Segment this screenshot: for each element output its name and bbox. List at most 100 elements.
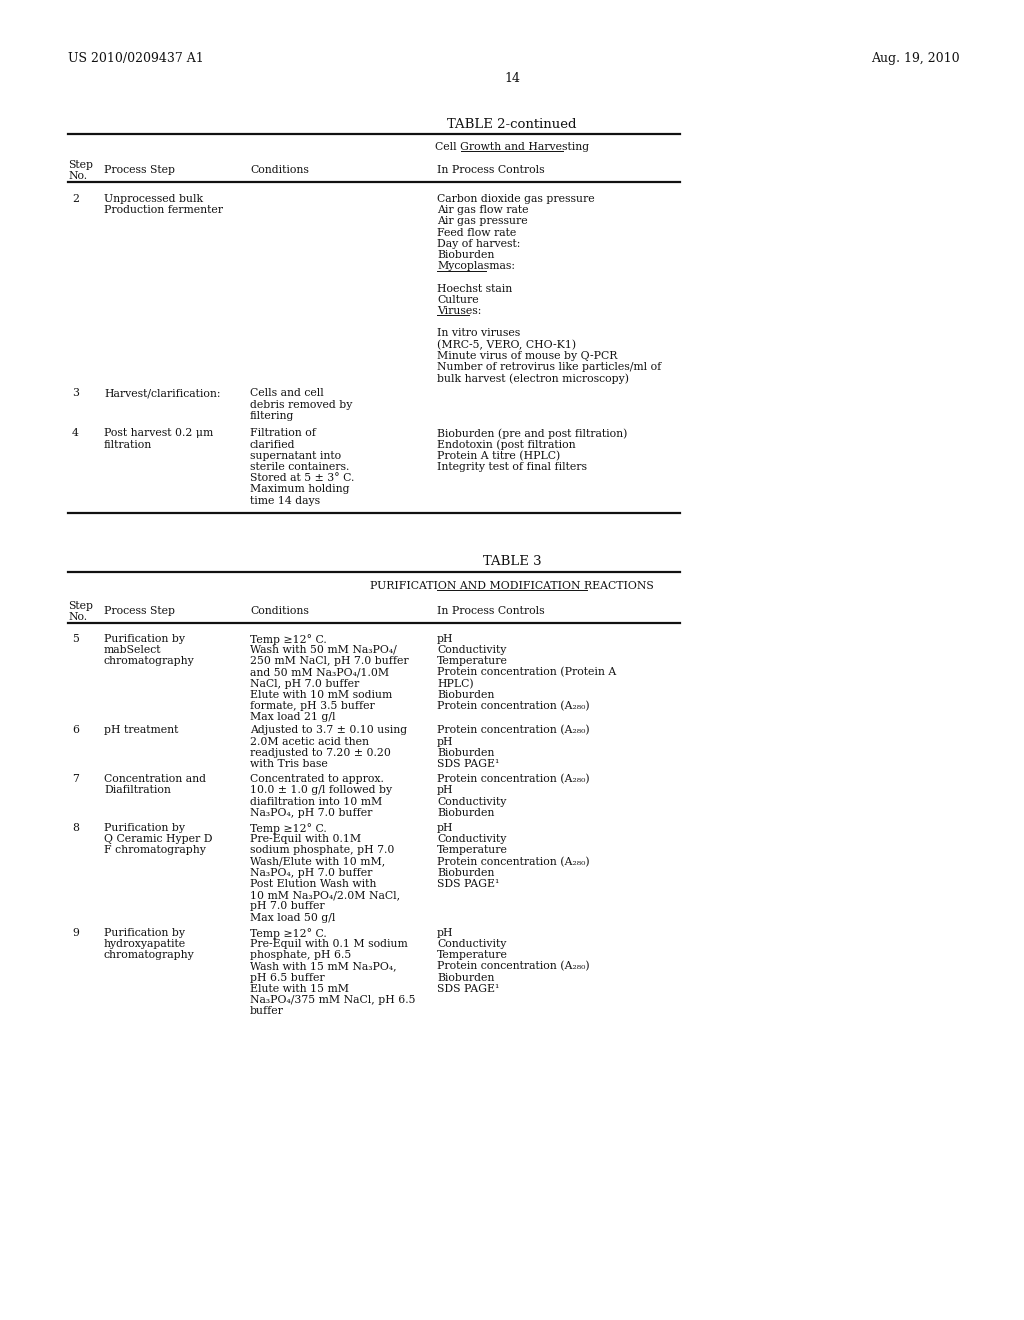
Text: 6: 6 <box>72 726 79 735</box>
Text: pH: pH <box>437 822 454 833</box>
Text: 3: 3 <box>72 388 79 399</box>
Text: Aug. 19, 2010: Aug. 19, 2010 <box>871 51 961 65</box>
Text: HPLC): HPLC) <box>437 678 474 689</box>
Text: Conductivity: Conductivity <box>437 796 507 807</box>
Text: formate, pH 3.5 buffer: formate, pH 3.5 buffer <box>250 701 375 711</box>
Text: In Process Controls: In Process Controls <box>437 606 545 616</box>
Text: Adjusted to 3.7 ± 0.10 using: Adjusted to 3.7 ± 0.10 using <box>250 726 408 735</box>
Text: No.: No. <box>68 611 87 622</box>
Text: Protein concentration (A₂₈₀): Protein concentration (A₂₈₀) <box>437 857 590 867</box>
Text: pH 7.0 buffer: pH 7.0 buffer <box>250 902 325 911</box>
Text: SDS PAGE¹: SDS PAGE¹ <box>437 879 500 888</box>
Text: 10 mM Na₃PO₄/2.0M NaCl,: 10 mM Na₃PO₄/2.0M NaCl, <box>250 890 400 900</box>
Text: time 14 days: time 14 days <box>250 495 321 506</box>
Text: pH: pH <box>437 785 454 796</box>
Text: PURIFICATION AND MODIFICATION REACTIONS: PURIFICATION AND MODIFICATION REACTIONS <box>370 581 654 591</box>
Text: Filtration of: Filtration of <box>250 429 315 438</box>
Text: F chromatography: F chromatography <box>104 845 206 855</box>
Text: Endotoxin (post filtration: Endotoxin (post filtration <box>437 440 575 450</box>
Text: 5: 5 <box>72 634 79 644</box>
Text: Bioburden: Bioburden <box>437 808 495 818</box>
Text: Cells and cell: Cells and cell <box>250 388 324 399</box>
Text: pH: pH <box>437 634 454 644</box>
Text: Na₃PO₄, pH 7.0 buffer: Na₃PO₄, pH 7.0 buffer <box>250 867 373 878</box>
Text: sodium phosphate, pH 7.0: sodium phosphate, pH 7.0 <box>250 845 394 855</box>
Text: Unprocessed bulk: Unprocessed bulk <box>104 194 203 205</box>
Text: 2: 2 <box>72 194 79 205</box>
Text: Viruses:: Viruses: <box>437 306 481 315</box>
Text: readjusted to 7.20 ± 0.20: readjusted to 7.20 ± 0.20 <box>250 748 391 758</box>
Text: Na₃PO₄/375 mM NaCl, pH 6.5: Na₃PO₄/375 mM NaCl, pH 6.5 <box>250 995 416 1005</box>
Text: and 50 mM Na₃PO₄/1.0M: and 50 mM Na₃PO₄/1.0M <box>250 668 389 677</box>
Text: Process Step: Process Step <box>104 606 175 616</box>
Text: Hoechst stain: Hoechst stain <box>437 284 512 293</box>
Text: Conductivity: Conductivity <box>437 645 507 655</box>
Text: Wash/Elute with 10 mM,: Wash/Elute with 10 mM, <box>250 857 385 867</box>
Text: 4: 4 <box>72 429 79 438</box>
Text: NaCl, pH 7.0 buffer: NaCl, pH 7.0 buffer <box>250 678 359 689</box>
Text: 2.0M acetic acid then: 2.0M acetic acid then <box>250 737 369 747</box>
Text: Conductivity: Conductivity <box>437 939 507 949</box>
Text: Q Ceramic Hyper D: Q Ceramic Hyper D <box>104 834 213 845</box>
Text: supernatant into: supernatant into <box>250 451 341 461</box>
Text: TABLE 2-continued: TABLE 2-continued <box>447 117 577 131</box>
Text: 14: 14 <box>504 73 520 84</box>
Text: Bioburden: Bioburden <box>437 973 495 982</box>
Text: Cell Growth and Harvesting: Cell Growth and Harvesting <box>435 143 589 152</box>
Text: No.: No. <box>68 172 87 181</box>
Text: SDS PAGE¹: SDS PAGE¹ <box>437 983 500 994</box>
Text: pH: pH <box>437 737 454 747</box>
Text: Bioburden: Bioburden <box>437 867 495 878</box>
Text: Bioburden (pre and post filtration): Bioburden (pre and post filtration) <box>437 429 628 440</box>
Text: Culture: Culture <box>437 294 478 305</box>
Text: (MRC-5, VERO, CHO-K1): (MRC-5, VERO, CHO-K1) <box>437 339 577 350</box>
Text: Post harvest 0.2 μm: Post harvest 0.2 μm <box>104 429 213 438</box>
Text: Purification by: Purification by <box>104 634 185 644</box>
Text: filtering: filtering <box>250 411 294 421</box>
Text: Wash with 15 mM Na₃PO₄,: Wash with 15 mM Na₃PO₄, <box>250 961 396 972</box>
Text: Elute with 10 mM sodium: Elute with 10 mM sodium <box>250 690 392 700</box>
Text: chromatography: chromatography <box>104 950 195 960</box>
Text: Conditions: Conditions <box>250 165 309 176</box>
Text: Post Elution Wash with: Post Elution Wash with <box>250 879 377 888</box>
Text: sterile containers.: sterile containers. <box>250 462 349 473</box>
Text: pH: pH <box>437 928 454 937</box>
Text: pH treatment: pH treatment <box>104 726 178 735</box>
Text: 8: 8 <box>72 822 79 833</box>
Text: SDS PAGE¹: SDS PAGE¹ <box>437 759 500 770</box>
Text: Temperature: Temperature <box>437 845 508 855</box>
Text: Conditions: Conditions <box>250 606 309 616</box>
Text: Temp ≥12° C.: Temp ≥12° C. <box>250 822 327 834</box>
Text: Bioburden: Bioburden <box>437 690 495 700</box>
Text: Maximum holding: Maximum holding <box>250 484 349 495</box>
Text: diafiltration into 10 mM: diafiltration into 10 mM <box>250 796 382 807</box>
Text: Temp ≥12° C.: Temp ≥12° C. <box>250 928 327 939</box>
Text: 250 mM NaCl, pH 7.0 buffer: 250 mM NaCl, pH 7.0 buffer <box>250 656 409 667</box>
Text: bulk harvest (electron microscopy): bulk harvest (electron microscopy) <box>437 374 629 384</box>
Text: Max load 21 g/l: Max load 21 g/l <box>250 713 336 722</box>
Text: Max load 50 g/l: Max load 50 g/l <box>250 912 336 923</box>
Text: 9: 9 <box>72 928 79 937</box>
Text: Stored at 5 ± 3° C.: Stored at 5 ± 3° C. <box>250 473 354 483</box>
Text: Pre-Equil with 0.1M: Pre-Equil with 0.1M <box>250 834 361 845</box>
Text: Protein concentration (Protein A: Protein concentration (Protein A <box>437 668 616 677</box>
Text: buffer: buffer <box>250 1006 284 1016</box>
Text: US 2010/0209437 A1: US 2010/0209437 A1 <box>68 51 204 65</box>
Text: mabSelect: mabSelect <box>104 645 162 655</box>
Text: Process Step: Process Step <box>104 165 175 176</box>
Text: filtration: filtration <box>104 440 153 450</box>
Text: hydroxyapatite: hydroxyapatite <box>104 939 186 949</box>
Text: Carbon dioxide gas pressure: Carbon dioxide gas pressure <box>437 194 595 205</box>
Text: Na₃PO₄, pH 7.0 buffer: Na₃PO₄, pH 7.0 buffer <box>250 808 373 818</box>
Text: Production fermenter: Production fermenter <box>104 205 223 215</box>
Text: Protein concentration (A₂₈₀): Protein concentration (A₂₈₀) <box>437 961 590 972</box>
Text: with Tris base: with Tris base <box>250 759 328 770</box>
Text: pH 6.5 buffer: pH 6.5 buffer <box>250 973 325 982</box>
Text: clarified: clarified <box>250 440 296 450</box>
Text: In vitro viruses: In vitro viruses <box>437 329 520 338</box>
Text: debris removed by: debris removed by <box>250 400 352 409</box>
Text: Protein A titre (HPLC): Protein A titre (HPLC) <box>437 451 560 461</box>
Text: Concentrated to approx.: Concentrated to approx. <box>250 775 384 784</box>
Text: Purification by: Purification by <box>104 928 185 937</box>
Text: Bioburden: Bioburden <box>437 249 495 260</box>
